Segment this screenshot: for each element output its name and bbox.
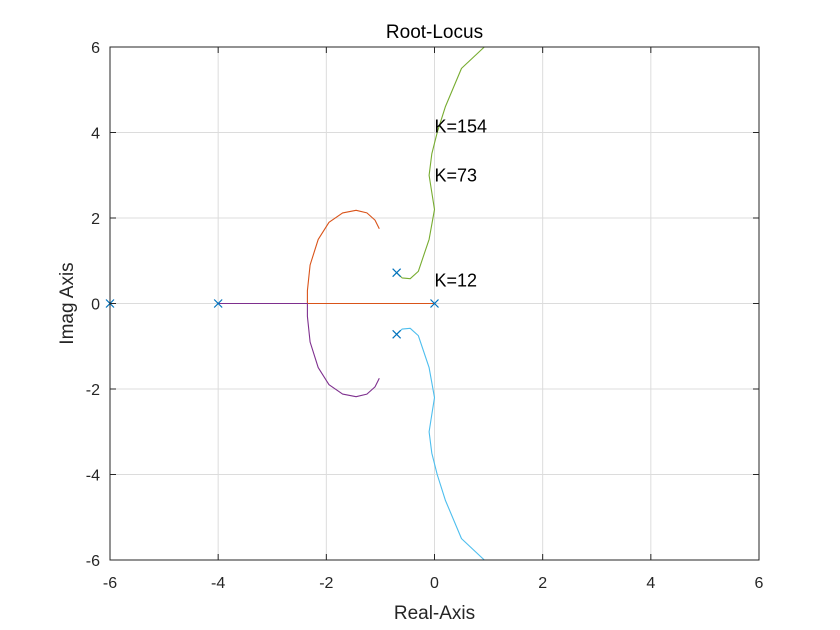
x-tick-label: 0	[430, 575, 439, 592]
pole-marker-icon	[392, 268, 402, 278]
chart-title: Root-Locus	[386, 22, 483, 43]
x-tick-label: -2	[319, 575, 333, 592]
gain-annotation: K=73	[435, 166, 478, 186]
pole-marker-icon	[213, 299, 223, 308]
pole-marker-icon	[392, 329, 402, 339]
y-tick-label: 6	[91, 40, 100, 57]
x-axis-label: Real-Axis	[394, 603, 475, 624]
gain-annotation: K=154	[435, 117, 488, 137]
y-tick-label: -6	[86, 553, 100, 570]
locus-branch-3	[306, 209, 435, 305]
x-tick-label: 6	[755, 575, 764, 592]
y-axis-label: Imag Axis	[57, 262, 78, 344]
y-tick-label: -2	[86, 382, 100, 399]
locus-branch-4	[218, 302, 380, 398]
y-tick-label: 2	[91, 211, 100, 228]
locus-branch-2	[396, 327, 485, 561]
y-tick-label: -4	[86, 468, 100, 485]
pole-marker-icon	[430, 299, 439, 308]
axis-ticks: -6 -4 -2 0 2 4 6 -6 -4 -2 0 2 4 6	[86, 40, 764, 592]
gain-annotation: K=12	[435, 270, 478, 290]
x-tick-label: -4	[211, 575, 225, 592]
gain-annotations: K=154 K=73 K=12	[435, 117, 488, 291]
locus-branch-1	[396, 46, 485, 280]
y-tick-label: 0	[91, 297, 100, 314]
x-tick-label: 2	[538, 575, 547, 592]
locus-branches	[218, 46, 485, 561]
y-tick-label: 4	[91, 126, 100, 143]
x-tick-label: 4	[646, 575, 655, 592]
x-tick-label: -6	[103, 575, 117, 592]
